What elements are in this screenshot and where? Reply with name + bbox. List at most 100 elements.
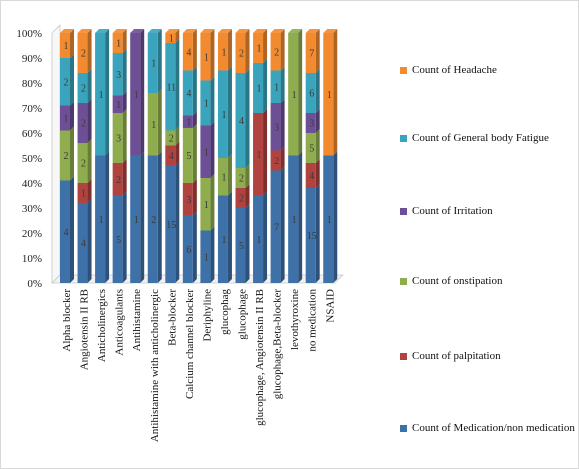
data-label: 2: [81, 49, 86, 60]
data-label: 1: [204, 99, 209, 110]
data-label: 5: [309, 144, 314, 155]
bar-segment: [253, 109, 268, 196]
data-label: 4: [186, 89, 191, 100]
bar-segment: [165, 141, 180, 166]
data-label: 15: [307, 231, 317, 242]
data-label: 2: [81, 159, 86, 170]
legend-label: Count of Medication/non medication: [412, 422, 575, 434]
data-label: 2: [239, 49, 244, 60]
category-label: Beta-blocker: [166, 289, 178, 346]
data-label: 1: [221, 235, 226, 246]
data-label: 1: [116, 39, 121, 50]
bar-segment: [77, 199, 92, 283]
y-tick-label: 50%: [22, 153, 42, 165]
y-tick-label: 100%: [16, 28, 42, 40]
category-label: Angiotensin II RB: [79, 289, 91, 370]
category-label: glucophage,Beta-blocker: [272, 289, 284, 400]
bar-segment: [77, 69, 92, 103]
data-label: 1: [204, 252, 209, 263]
category-label: glucophage, Angiotensin II RB: [254, 289, 266, 426]
y-tick-label: 30%: [22, 203, 42, 215]
data-label: 2: [239, 174, 244, 185]
bar-segment: [305, 159, 320, 188]
data-label: 2: [274, 156, 279, 167]
bar-segment: [60, 29, 74, 58]
bar-segment: [182, 179, 197, 216]
data-label: 1: [257, 44, 262, 55]
data-label: 6: [309, 89, 314, 100]
data-label: 1: [99, 90, 104, 101]
data-label: 2: [239, 194, 244, 205]
data-label: 1: [221, 110, 226, 121]
bar-segment: [288, 29, 303, 156]
data-label: 1: [292, 90, 297, 101]
y-tick-label: 70%: [22, 103, 42, 115]
bar-segment: [253, 59, 268, 113]
category-label: no medication: [307, 289, 319, 352]
data-label: 1: [204, 200, 209, 211]
legend-swatch: [400, 135, 407, 142]
bar-segment: [112, 159, 127, 196]
data-label: 4: [309, 171, 314, 182]
legend-label: Count of General body Fatigue: [412, 132, 549, 144]
category-label: glucophage: [237, 289, 249, 340]
bar-segment: [270, 166, 285, 283]
bar-segment: [270, 66, 285, 103]
bar-segment: [112, 29, 127, 53]
bar-segment: [77, 29, 92, 73]
category-label: Antihistamine: [131, 289, 143, 351]
bar-segment: [235, 204, 250, 283]
bar-segment: [60, 101, 74, 131]
bar-segment: [217, 29, 232, 71]
data-label: 1: [169, 34, 174, 45]
data-label: 2: [169, 134, 174, 145]
data-label: 2: [274, 47, 279, 58]
data-label: 1: [151, 59, 156, 70]
bar-segment: [165, 161, 180, 283]
bar-segment: [112, 91, 127, 113]
bar-segment: [270, 99, 285, 151]
data-label: 3: [186, 195, 191, 206]
y-tick-label: 60%: [22, 128, 42, 140]
data-label: 2: [64, 77, 69, 88]
bar-segment: [182, 111, 197, 128]
data-label: 1: [274, 82, 279, 93]
category-label: Deriphyline: [201, 289, 213, 342]
bar-segment: [77, 139, 92, 183]
data-label: 11: [166, 82, 176, 93]
legend-swatch: [400, 278, 407, 285]
y-tick-label: 10%: [22, 253, 42, 265]
data-label: 1: [186, 117, 191, 128]
data-label: 1: [99, 215, 104, 226]
stacked-bar-chart: 0% 10% 20% 30% 40% 50% 60% 70% 80% 90% 100% 4 2 1 2 1 Al…: [16, 24, 344, 442]
category-label: Anticholinergics: [96, 289, 108, 362]
legend-swatch: [400, 67, 407, 74]
bar-segment: [60, 176, 74, 283]
bar-segment: [182, 29, 197, 71]
data-label: 5: [239, 241, 244, 252]
category-label: glucophag: [219, 289, 231, 335]
y-tick-label: 80%: [22, 78, 42, 90]
category-label: levothyroxine: [289, 289, 301, 350]
category-label: Antihistamine with anticholinergic: [149, 289, 161, 442]
data-label: 1: [64, 114, 69, 125]
bar-segment: [147, 29, 162, 93]
bar-segment: [305, 184, 320, 283]
data-label: 3: [116, 134, 121, 145]
data-label: 1: [204, 52, 209, 63]
category-label: Anticoagulants: [114, 289, 126, 356]
bar-segment: [182, 124, 197, 183]
data-label: 1: [221, 172, 226, 183]
bar-segment: [305, 109, 320, 133]
data-label: 15: [166, 220, 176, 231]
data-label: 2: [151, 215, 156, 226]
bar-segment: [270, 29, 285, 71]
bar-segment: [305, 69, 320, 113]
bar-segment: [182, 66, 197, 116]
bar-segment: [288, 151, 303, 283]
data-label: 3: [309, 119, 314, 130]
bar-segment: [200, 121, 215, 178]
bar-segment: [305, 29, 320, 73]
data-label: 4: [64, 227, 69, 238]
bar-segment: [253, 191, 268, 283]
